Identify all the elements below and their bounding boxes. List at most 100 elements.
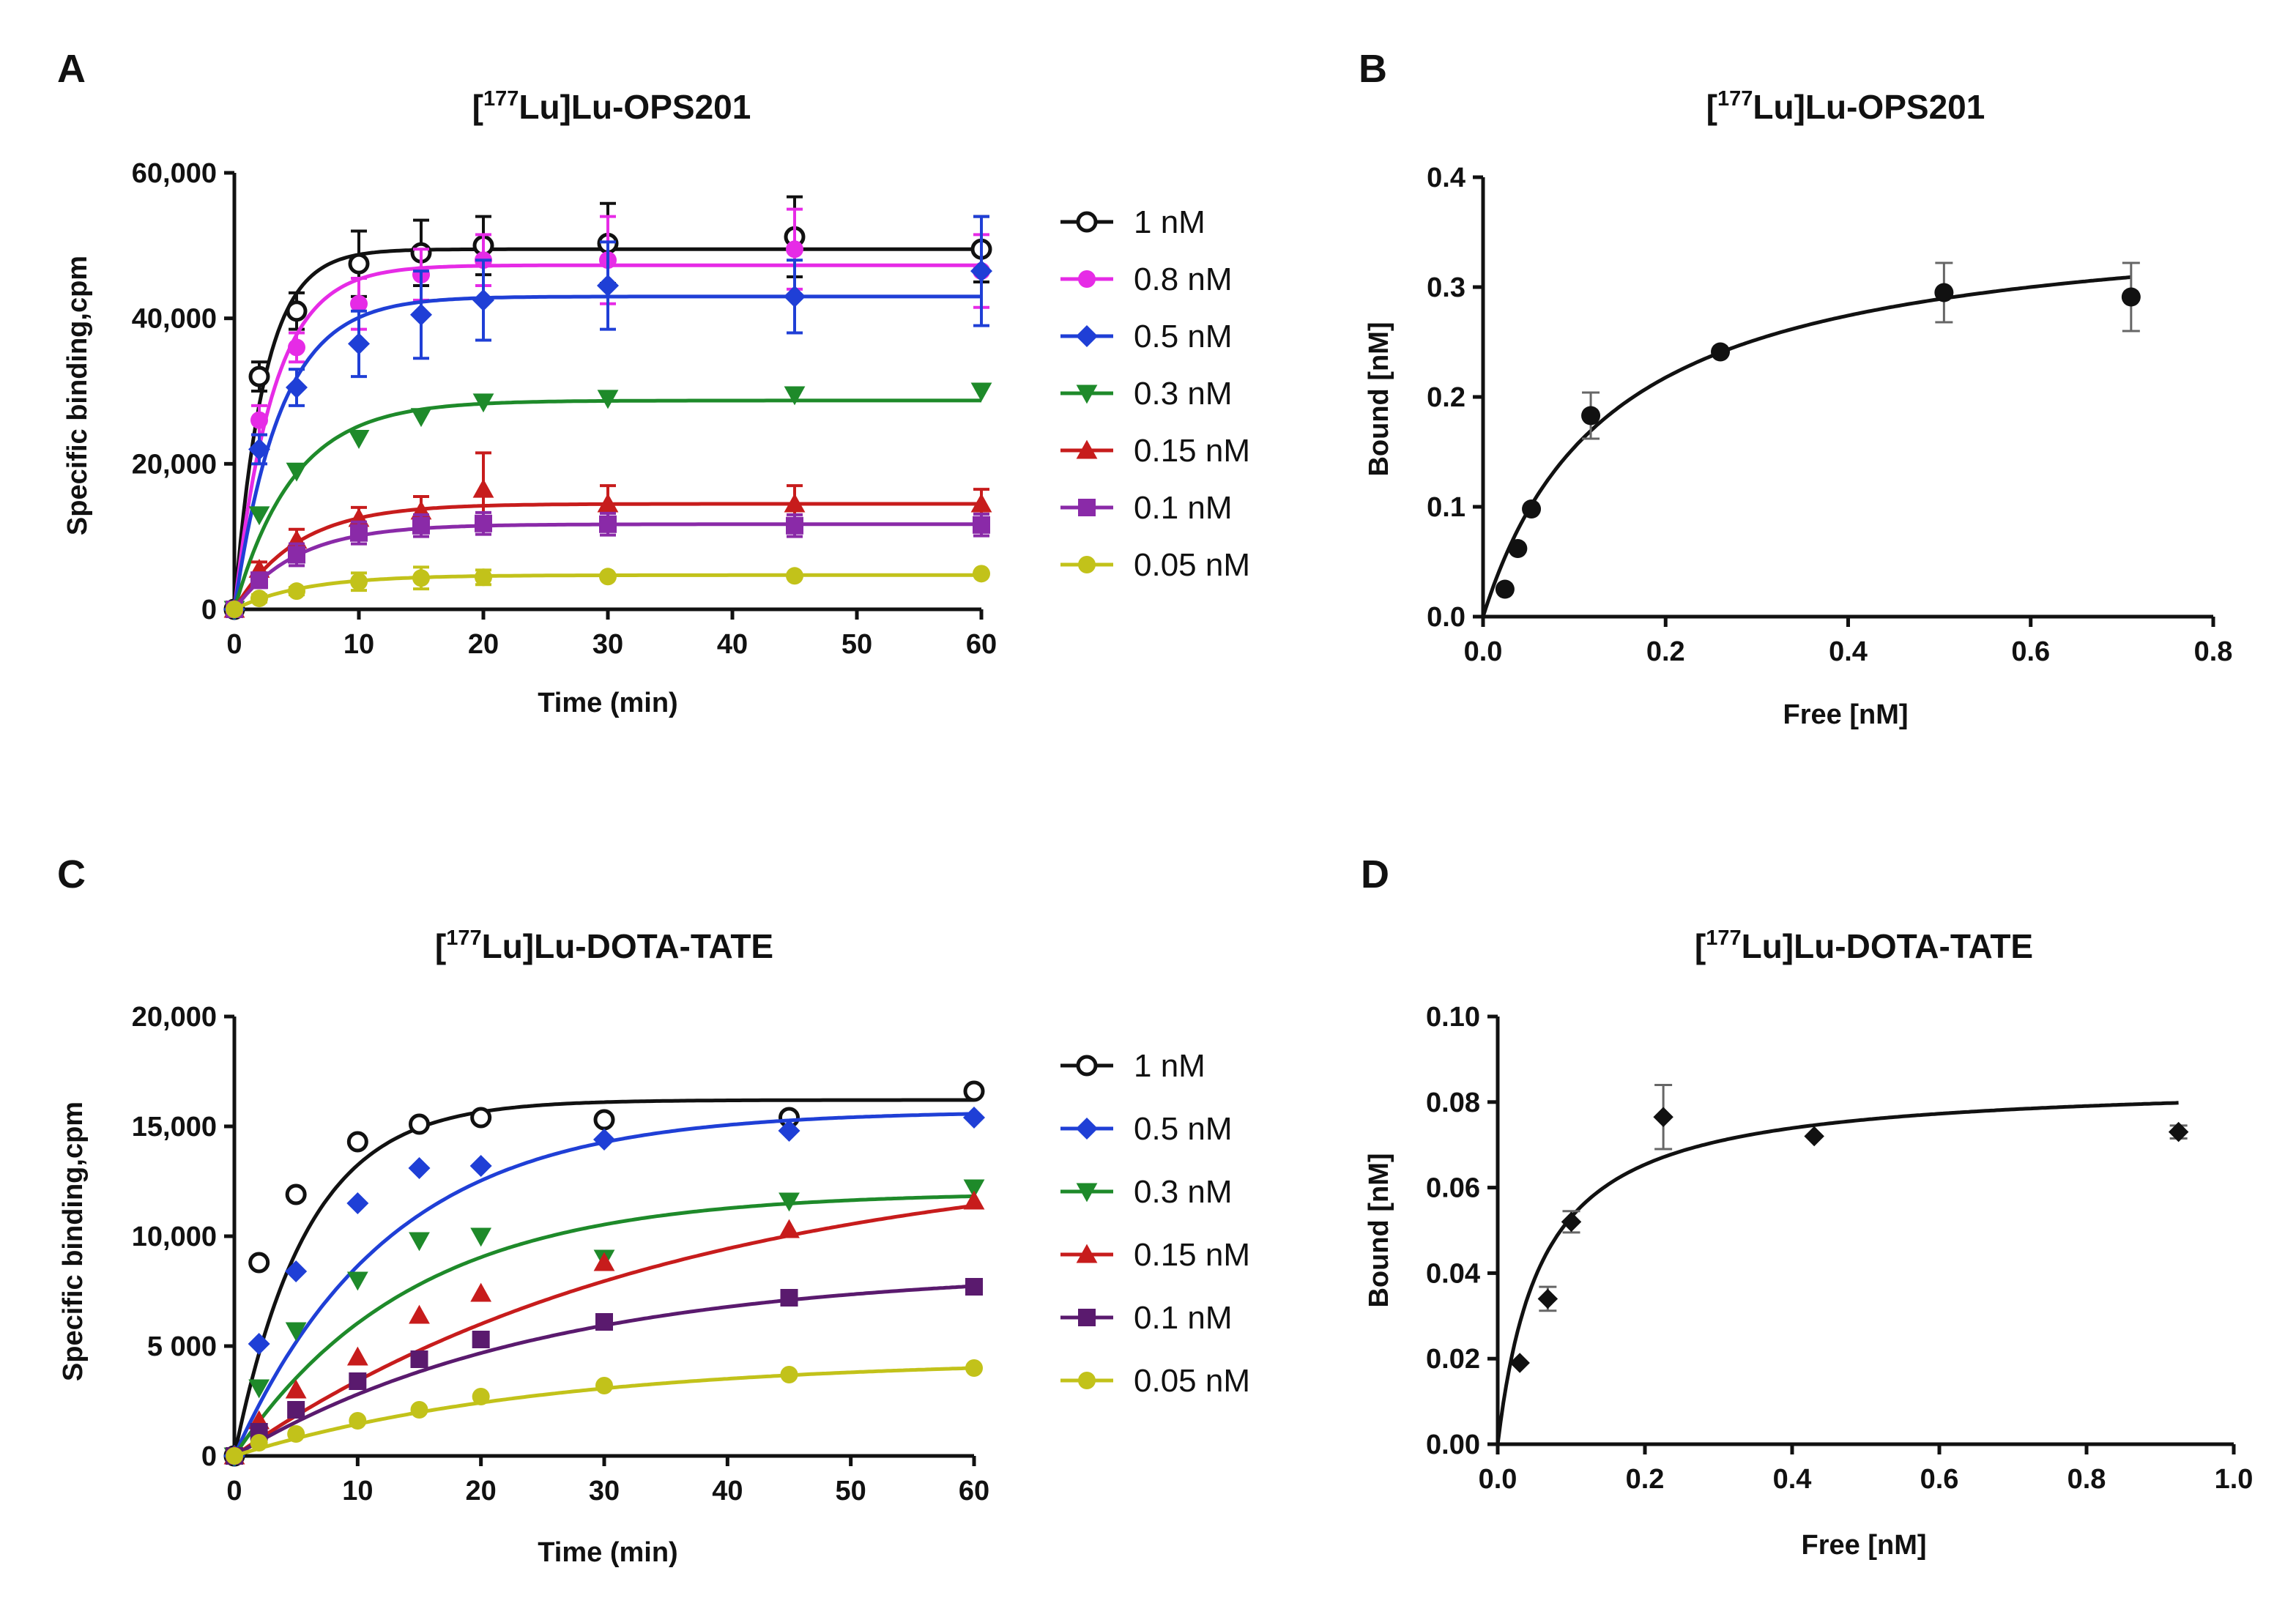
fit-curve-b <box>1481 275 2132 617</box>
data-point-c-0 <box>346 1131 368 1153</box>
x-tick-label-a: 30 <box>592 629 623 660</box>
data-point-a-3 <box>472 393 494 413</box>
legend-label-a: 1 nM <box>1134 204 1205 240</box>
legend-marker-a <box>1078 556 1096 573</box>
x-tick-label-d: 0.4 <box>1773 1464 1812 1495</box>
data-point-c-2 <box>470 1227 492 1247</box>
fit-curve-c-2 <box>232 1194 975 1457</box>
data-point-b <box>1522 499 1542 519</box>
data-point-a-1 <box>288 338 305 357</box>
legend-marker-c <box>1078 1309 1096 1326</box>
x-tick-label-c: 50 <box>836 1476 866 1506</box>
fit-curve-c-0 <box>232 1098 974 1457</box>
y-axis-label-c: Specific binding,cpm <box>58 1101 89 1381</box>
legend-marker-a <box>1078 270 1096 288</box>
y-tick-label-b: 0.1 <box>1427 492 1465 523</box>
data-point-a-4 <box>472 478 494 498</box>
legend-label-a: 0.3 nM <box>1134 376 1233 412</box>
y-axis-label-b: Bound [nM] <box>1364 322 1394 476</box>
data-point-c-5 <box>410 1401 428 1419</box>
data-point-a-6 <box>599 568 617 586</box>
legend-label-c: 0.1 nM <box>1134 1300 1233 1336</box>
data-point-a-2 <box>970 260 992 283</box>
data-point-c-2 <box>963 1179 985 1199</box>
y-tick-label-c: 0 <box>201 1441 217 1472</box>
legend-marker-c <box>1076 1183 1098 1203</box>
data-point-c-3 <box>470 1282 492 1302</box>
y-tick-label-b: 0.4 <box>1427 163 1465 193</box>
x-axis-label-b: Free [nM] <box>1783 699 1909 730</box>
x-tick-label-d: 0.0 <box>1479 1464 1517 1495</box>
data-point-a-5 <box>250 571 268 590</box>
y-tick-label-b: 0.3 <box>1427 272 1465 303</box>
x-tick-label-d: 0.6 <box>1920 1464 1959 1495</box>
y-tick-label-d: 0.00 <box>1426 1430 1480 1460</box>
y-tick-label-a: 0 <box>201 595 217 625</box>
data-point-a-5 <box>973 516 990 534</box>
data-point-a-2 <box>597 274 619 297</box>
panel-b: B [177Lu]Lu-OPS201 0.0 0.2 0.4 0.6 0.8 0.0 0.1… <box>1359 47 2232 730</box>
data-point-d <box>1653 1107 1673 1127</box>
chart-title-b: [177Lu]Lu-OPS201 <box>1706 87 1985 126</box>
legend-marker-a <box>1076 325 1098 347</box>
x-tick-label-c: 60 <box>959 1476 989 1506</box>
x-tick-label-a: 60 <box>966 629 997 660</box>
data-point-a-6 <box>226 601 243 618</box>
data-point-c-1 <box>346 1192 369 1214</box>
data-point-c-4 <box>410 1350 428 1368</box>
y-tick-label-a: 60,000 <box>132 158 217 189</box>
x-tick-label-a: 0 <box>226 629 242 660</box>
data-point-c-1 <box>469 1155 492 1177</box>
data-point-c-3 <box>285 1379 307 1399</box>
y-axis-label-d: Bound [nM] <box>1364 1153 1394 1307</box>
y-tick-label-c: 5 000 <box>147 1331 217 1362</box>
data-point-c-2 <box>346 1271 368 1291</box>
data-point-b <box>2121 287 2141 307</box>
x-tick-label-b: 0.0 <box>1464 636 1503 667</box>
data-point-a-5 <box>599 515 617 533</box>
data-point-a-6 <box>350 573 368 591</box>
data-point-c-5 <box>965 1359 983 1377</box>
panel-a: A [177Lu]Lu-OPS201 0 10 20 30 40 50 60 0 20,000 4… <box>57 47 1250 718</box>
y-tick-label-a: 20,000 <box>132 449 217 480</box>
data-point-c-0 <box>593 1109 615 1131</box>
legend-marker-c <box>1076 1055 1098 1077</box>
data-point-c-5 <box>287 1425 305 1443</box>
data-point-a-0 <box>348 253 370 275</box>
x-tick-label-c: 20 <box>466 1476 497 1506</box>
data-point-c-0 <box>470 1107 492 1129</box>
data-point-a-1 <box>350 294 368 313</box>
legend-label-a: 0.8 nM <box>1134 261 1233 297</box>
panel-letter-b: B <box>1359 47 1387 91</box>
data-point-c-3 <box>963 1190 985 1210</box>
fit-curve-d <box>1496 1101 2179 1445</box>
x-tick-label-a: 20 <box>468 629 499 660</box>
x-tick-label-a: 50 <box>842 629 872 660</box>
chart-d-plot: 0.0 0.2 0.4 0.6 0.8 1.0 0.00 0.02 0.04 0.06 0.08 0.… <box>1426 1002 2253 1495</box>
legend-label-a: 0.05 nM <box>1134 547 1250 583</box>
data-point-a-5 <box>475 514 492 532</box>
data-point-c-5 <box>250 1434 268 1452</box>
data-point-a-1 <box>786 240 803 259</box>
panel-d: D [177Lu]Lu-DOTA-TATE 0.0 0.2 0.4 0.6 0.8 1.0… <box>1361 852 2253 1561</box>
data-point-c-0 <box>963 1080 985 1102</box>
data-point-c-2 <box>779 1192 800 1212</box>
data-point-b <box>1711 342 1731 362</box>
data-point-a-3 <box>970 382 992 402</box>
data-point-d <box>2168 1121 2189 1142</box>
data-point-a-4 <box>597 493 619 513</box>
chart-c-plot: 0 10 20 30 40 50 60 0 5 000 10,000 15,000 20,000 1 n… <box>132 1002 1250 1506</box>
data-point-d <box>1537 1288 1558 1309</box>
x-tick-label-b: 0.8 <box>2194 636 2233 667</box>
data-point-c-4 <box>472 1331 490 1348</box>
data-point-b <box>1581 406 1601 425</box>
data-point-c-3 <box>409 1304 430 1324</box>
data-point-a-3 <box>348 430 370 449</box>
y-tick-label-d: 0.04 <box>1426 1258 1480 1289</box>
data-point-a-3 <box>597 390 619 409</box>
data-point-a-6 <box>412 569 430 587</box>
panel-letter-d: D <box>1361 852 1389 896</box>
data-point-c-1 <box>248 1333 270 1355</box>
data-point-a-2 <box>472 289 494 311</box>
data-point-c-3 <box>593 1252 615 1271</box>
